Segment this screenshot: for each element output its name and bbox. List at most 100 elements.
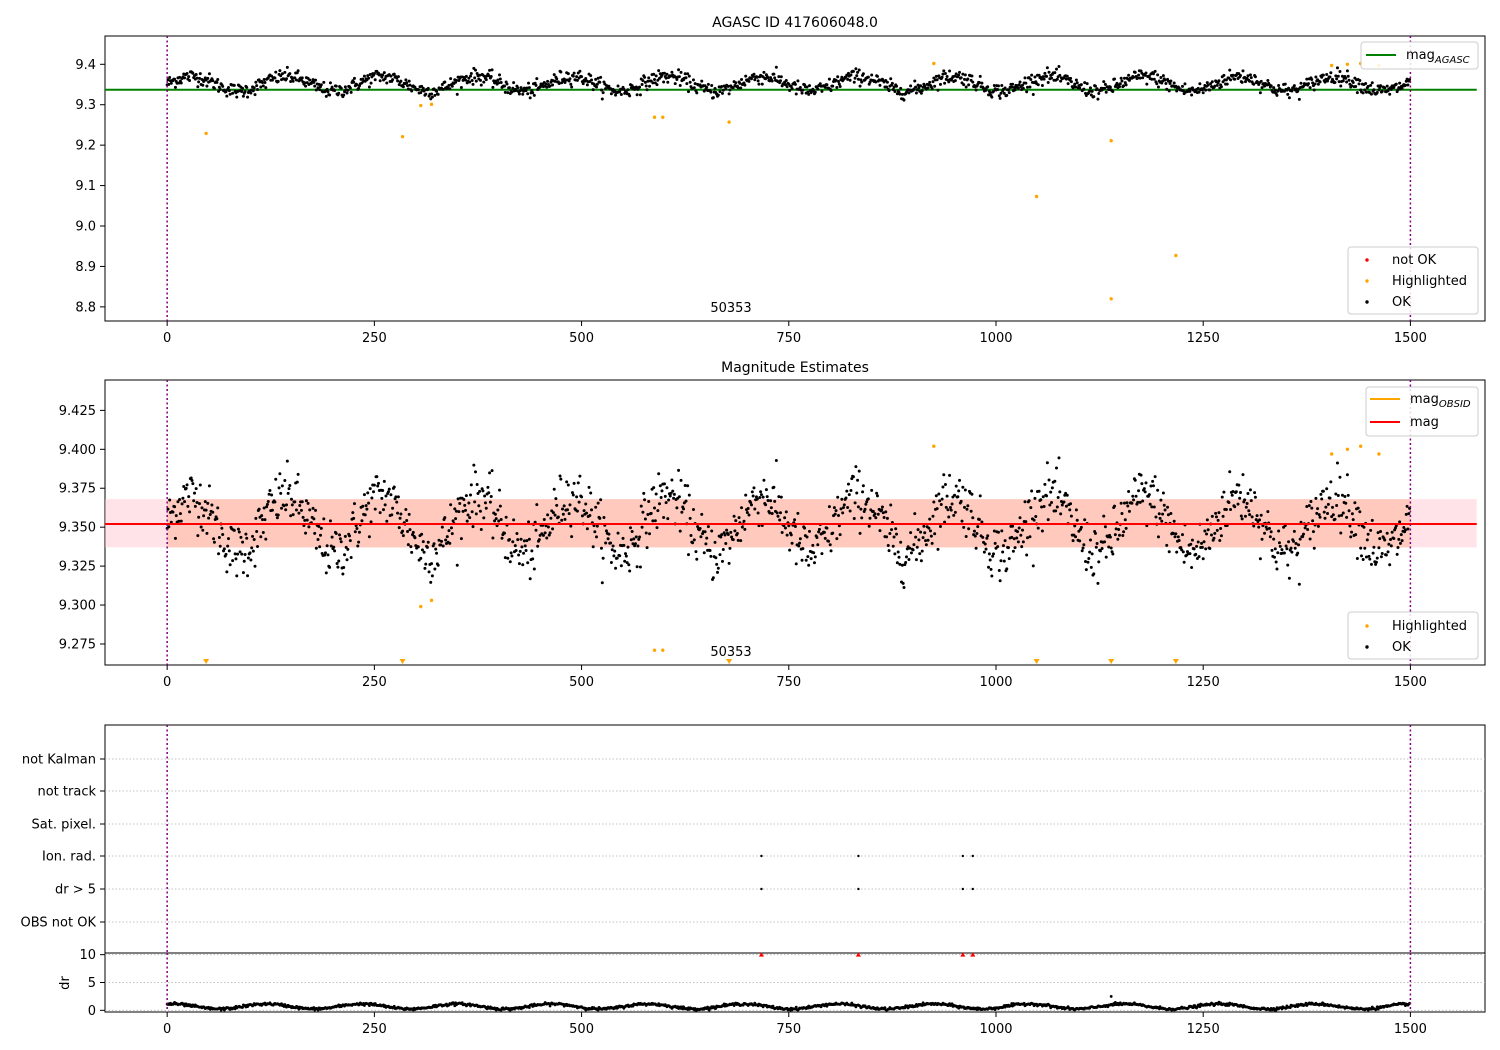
- ok-point: [215, 517, 219, 521]
- ok-point: [891, 87, 895, 91]
- ok-point: [411, 530, 415, 534]
- ok-point: [1042, 504, 1046, 508]
- ok-point: [1403, 83, 1407, 87]
- ok-point: [498, 504, 502, 508]
- ok-point: [459, 537, 463, 541]
- y-tick-label: 9.1: [75, 179, 96, 194]
- ok-point: [188, 510, 192, 514]
- dr-point: [548, 1004, 552, 1008]
- x-tick-label: 500: [569, 331, 594, 346]
- ok-point: [1252, 82, 1256, 86]
- ok-point: [372, 72, 376, 76]
- highlighted-point: [1109, 139, 1113, 143]
- ok-point: [641, 510, 645, 514]
- ok-point: [450, 84, 454, 88]
- ok-point: [998, 96, 1002, 100]
- ok-point: [1311, 81, 1315, 85]
- ok-point: [439, 543, 443, 547]
- ok-point: [265, 502, 269, 506]
- ok-point: [808, 529, 812, 533]
- ok-point: [837, 514, 841, 518]
- ok-point: [235, 574, 239, 578]
- ok-point: [373, 507, 377, 511]
- ok-point: [1297, 582, 1301, 586]
- ok-point: [268, 488, 272, 492]
- ok-point: [1237, 483, 1241, 487]
- ok-point: [298, 504, 302, 508]
- ok-point: [1040, 505, 1044, 509]
- ok-point: [774, 65, 778, 69]
- ok-point: [171, 510, 175, 514]
- ok-point: [217, 85, 221, 89]
- ok-point: [1372, 88, 1376, 92]
- ok-point: [948, 69, 952, 73]
- ok-point: [236, 527, 240, 531]
- x-tick-label: 1500: [1394, 331, 1427, 346]
- ok-point: [1103, 540, 1107, 544]
- ok-point: [655, 83, 659, 87]
- ok-point: [1046, 518, 1050, 522]
- ok-point: [1086, 560, 1090, 564]
- ok-point: [914, 91, 918, 95]
- ok-point: [1293, 546, 1297, 550]
- ok-point: [902, 98, 906, 102]
- ok-point: [1069, 502, 1073, 506]
- ok-point: [731, 86, 735, 90]
- ok-point: [570, 535, 574, 539]
- ok-point: [702, 89, 706, 93]
- ok-point: [178, 512, 182, 516]
- ok-point: [226, 537, 230, 541]
- ok-point: [720, 84, 724, 88]
- ok-point: [1153, 69, 1157, 73]
- ok-point: [193, 504, 197, 508]
- ok-point: [736, 538, 740, 542]
- ok-point: [655, 526, 659, 530]
- ok-point: [251, 549, 255, 553]
- ok-point: [828, 543, 832, 547]
- ok-point: [735, 531, 739, 535]
- ok-point: [413, 536, 417, 540]
- ok-point: [657, 502, 661, 506]
- ok-point: [1030, 73, 1034, 77]
- ok-point: [1033, 496, 1037, 500]
- ok-point: [1219, 534, 1223, 538]
- ok-point: [940, 497, 944, 501]
- ok-point: [277, 486, 281, 490]
- ok-point: [1370, 81, 1374, 85]
- ok-point: [517, 562, 521, 566]
- ok-point: [1231, 489, 1235, 493]
- ok-point: [716, 93, 720, 97]
- ok-point: [798, 86, 802, 90]
- ok-point: [1138, 500, 1142, 504]
- ok-point: [1217, 79, 1221, 83]
- ok-point: [276, 79, 280, 83]
- ok-point: [880, 505, 884, 509]
- ok-point: [1248, 488, 1252, 492]
- ok-point: [977, 81, 981, 85]
- ok-point: [993, 541, 997, 545]
- ok-point: [759, 493, 763, 497]
- ok-point: [1290, 89, 1294, 93]
- ok-point: [565, 508, 569, 512]
- ok-point: [956, 495, 960, 499]
- ok-point: [1330, 505, 1334, 509]
- ok-point: [491, 85, 495, 89]
- ok-point: [813, 90, 817, 94]
- ok-point: [440, 82, 444, 86]
- ok-point: [201, 528, 205, 532]
- legend-mag-obsid-label: magOBSID: [1410, 392, 1471, 410]
- ok-point: [835, 537, 839, 541]
- ok-point: [448, 541, 452, 545]
- ok-point: [225, 570, 229, 574]
- ok-point: [283, 70, 287, 74]
- ok-point: [737, 516, 741, 520]
- ok-point: [947, 515, 951, 519]
- ok-point: [953, 493, 957, 497]
- ok-point: [1080, 549, 1084, 553]
- legend-mag-agasc-label: magAGASC: [1406, 48, 1470, 66]
- ok-point: [471, 525, 475, 529]
- ok-point: [891, 544, 895, 548]
- ok-point: [654, 74, 658, 78]
- ok-point: [1275, 93, 1279, 97]
